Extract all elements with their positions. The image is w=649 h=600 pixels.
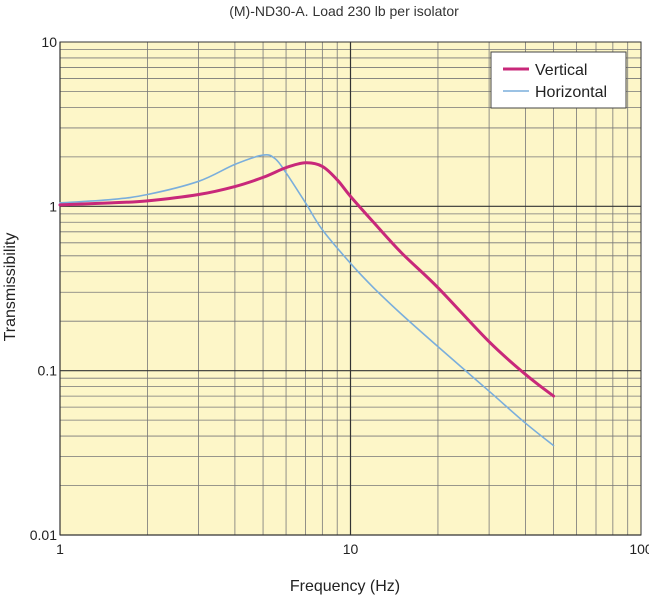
x-axis-label: Frequency (Hz) [290, 578, 400, 595]
x-tick-label: 1 [56, 541, 64, 557]
y-tick-labels: 0.01 0.1 1 10 [30, 34, 57, 543]
x-tick-labels: 1 10 100 [56, 541, 649, 557]
plot-frame [59, 41, 642, 536]
legend-box [490, 51, 627, 109]
series-line-vertical [58, 161, 556, 398]
y-tick-label: 1 [49, 198, 57, 214]
legend: Vertical Horizontal [490, 51, 627, 109]
legend-label-vertical: Vertical [535, 62, 587, 79]
y-axis-label: Transmissibility [2, 233, 19, 342]
y-tick-label: 0.1 [38, 363, 58, 379]
chart-title: (M)-ND30-A. Load 230 lb per isolator [229, 3, 459, 19]
y-tick-label: 10 [41, 34, 57, 50]
x-tick-label: 100 [629, 541, 649, 557]
y-tick-label: 0.01 [30, 527, 57, 543]
series-layer [58, 154, 556, 447]
series-line-horizontal [59, 154, 555, 447]
x-tick-label: 10 [343, 541, 359, 557]
legend-label-horizontal: Horizontal [535, 84, 607, 101]
